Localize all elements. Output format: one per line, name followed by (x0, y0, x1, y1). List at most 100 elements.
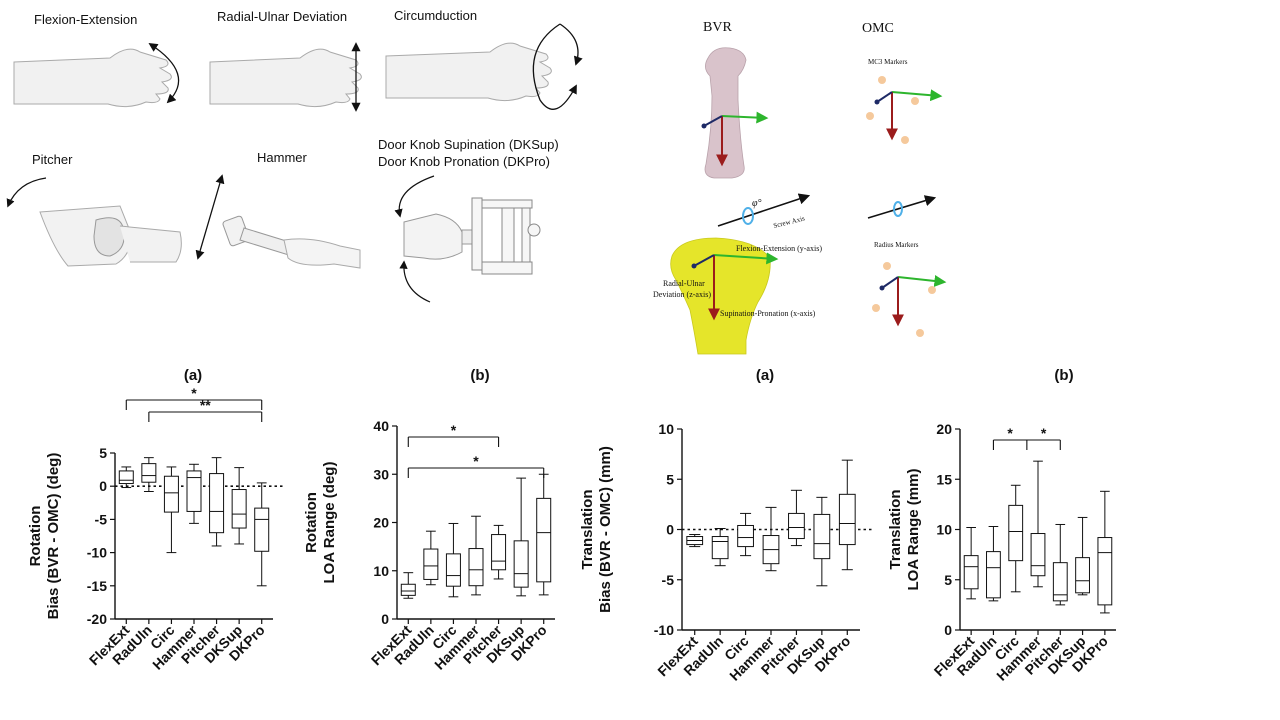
box-iqr (1097, 537, 1113, 606)
box-iqr (423, 548, 439, 580)
label-doorknob-pro: Door Knob Pronation (DKPro) (378, 154, 550, 169)
box-DKPro (838, 459, 856, 571)
box-FlexExt (400, 572, 416, 599)
hammer-illustration (195, 174, 361, 269)
label-flexion-extension: Flexion-Extension (34, 12, 137, 27)
y-tick-label: 5 (944, 572, 952, 588)
box-DKSup (813, 496, 831, 587)
box-Circ (445, 522, 461, 598)
y-tick-label: -10 (87, 545, 107, 561)
y-tick-label: 40 (373, 418, 389, 434)
label-circumduction: Circumduction (394, 8, 477, 23)
box-iqr (141, 463, 157, 483)
box-iqr (468, 548, 484, 587)
box-Circ (163, 466, 179, 554)
label-screw-axis: Screw Axis (773, 214, 806, 230)
chart-1: (a) -20 -15 -10 -5 0 5 Rotation Bias (BVR - OMC)… (27, 367, 285, 673)
box-iqr (963, 555, 979, 590)
box-iqr (163, 475, 179, 513)
hand-circumduction-illustration (385, 23, 583, 110)
label-sup-axis: Supination-Pronation (x-axis) (720, 309, 816, 318)
y-tick-label: 20 (936, 421, 952, 437)
significance-bracket: * (125, 385, 263, 410)
box-Pitcher (491, 524, 507, 580)
box-RadUln (141, 457, 157, 493)
box-Hammer (762, 506, 780, 572)
y-tick-label: 15 (936, 471, 952, 487)
box-RadUln (986, 525, 1001, 602)
box-DKSup (1075, 516, 1090, 596)
box-RadUln (423, 530, 439, 586)
label-pitcher: Pitcher (32, 152, 73, 167)
y-tick-label: 10 (373, 563, 389, 579)
box-Circ (1008, 484, 1024, 593)
significance-label: * (1007, 425, 1013, 441)
box-iqr (491, 534, 507, 571)
box-iqr (254, 507, 270, 552)
y-axis-title: LOA Range (deg) (321, 462, 338, 584)
y-tick-label: 10 (936, 522, 952, 538)
y-axis-title: LOA Range (mm) (905, 469, 922, 591)
box-iqr (1008, 504, 1024, 562)
box-iqr (986, 551, 1001, 599)
box-iqr (711, 536, 729, 560)
y-tick-label: 30 (373, 466, 389, 482)
panel-label: (a) (184, 367, 202, 384)
significance-label: * (451, 422, 457, 438)
y-tick-label: 5 (666, 471, 674, 487)
hand-flexion-illustration (13, 43, 180, 108)
box-FlexExt (686, 534, 704, 548)
box-Hammer (468, 515, 484, 596)
y-tick-label: 0 (944, 622, 952, 638)
box-Pitcher (209, 457, 225, 547)
significance-bracket: * (407, 453, 545, 478)
y-tick-label: -5 (95, 511, 108, 527)
y-axis-title: Rotation (27, 506, 44, 567)
box-FlexExt (963, 526, 979, 600)
label-mc3-markers: MC3 Markers (868, 58, 908, 66)
box-DKSup (513, 477, 529, 597)
box-RadUln (711, 527, 729, 567)
box-FlexExt (118, 466, 134, 489)
label-phi: φ° (752, 198, 762, 209)
y-axis-title: Bias (BVR - OMC) (deg) (45, 453, 62, 620)
box-iqr (838, 493, 856, 546)
y-tick-label: 0 (99, 478, 107, 494)
box-Hammer (1030, 460, 1046, 588)
significance-bracket: * (407, 422, 500, 447)
y-axis-title: Rotation (303, 492, 320, 553)
panel-label: (b) (470, 367, 489, 384)
y-tick-label: -20 (87, 611, 107, 627)
box-iqr (1075, 557, 1090, 594)
label-hammer: Hammer (257, 150, 308, 165)
box-iqr (445, 553, 461, 587)
box-iqr (209, 473, 225, 534)
box-Circ (737, 512, 754, 557)
significance-label: * (473, 453, 479, 469)
box-iqr (513, 540, 529, 588)
motion-illustrations: Flexion-Extension Radial-Ulnar Deviation… (6, 8, 583, 303)
coordinate-diagram: BVR OMC MC3 Markers φ° Screw Axis Flexio… (653, 20, 947, 355)
significance-label: * (191, 385, 197, 401)
pitcher-illustration (6, 177, 182, 267)
y-tick-label: 0 (666, 522, 674, 538)
box-iqr (536, 497, 552, 583)
y-tick-label: -15 (87, 578, 107, 594)
panel-label: (a) (756, 367, 774, 384)
label-radius-markers: Radius Markers (874, 241, 919, 249)
y-tick-label: 0 (381, 611, 389, 627)
box-DKSup (231, 467, 247, 545)
box-iqr (788, 512, 805, 540)
hand-deviation-illustration (209, 42, 362, 112)
box-Hammer (186, 463, 202, 524)
box-Pitcher (1052, 523, 1068, 606)
y-tick-label: 20 (373, 515, 389, 531)
y-tick-label: -5 (662, 572, 675, 588)
y-axis-title: Translation (887, 489, 904, 569)
y-tick-label: -10 (654, 622, 674, 638)
box-iqr (118, 470, 134, 485)
label-flex-axis: Flexion-Extension (y-axis) (736, 244, 822, 253)
